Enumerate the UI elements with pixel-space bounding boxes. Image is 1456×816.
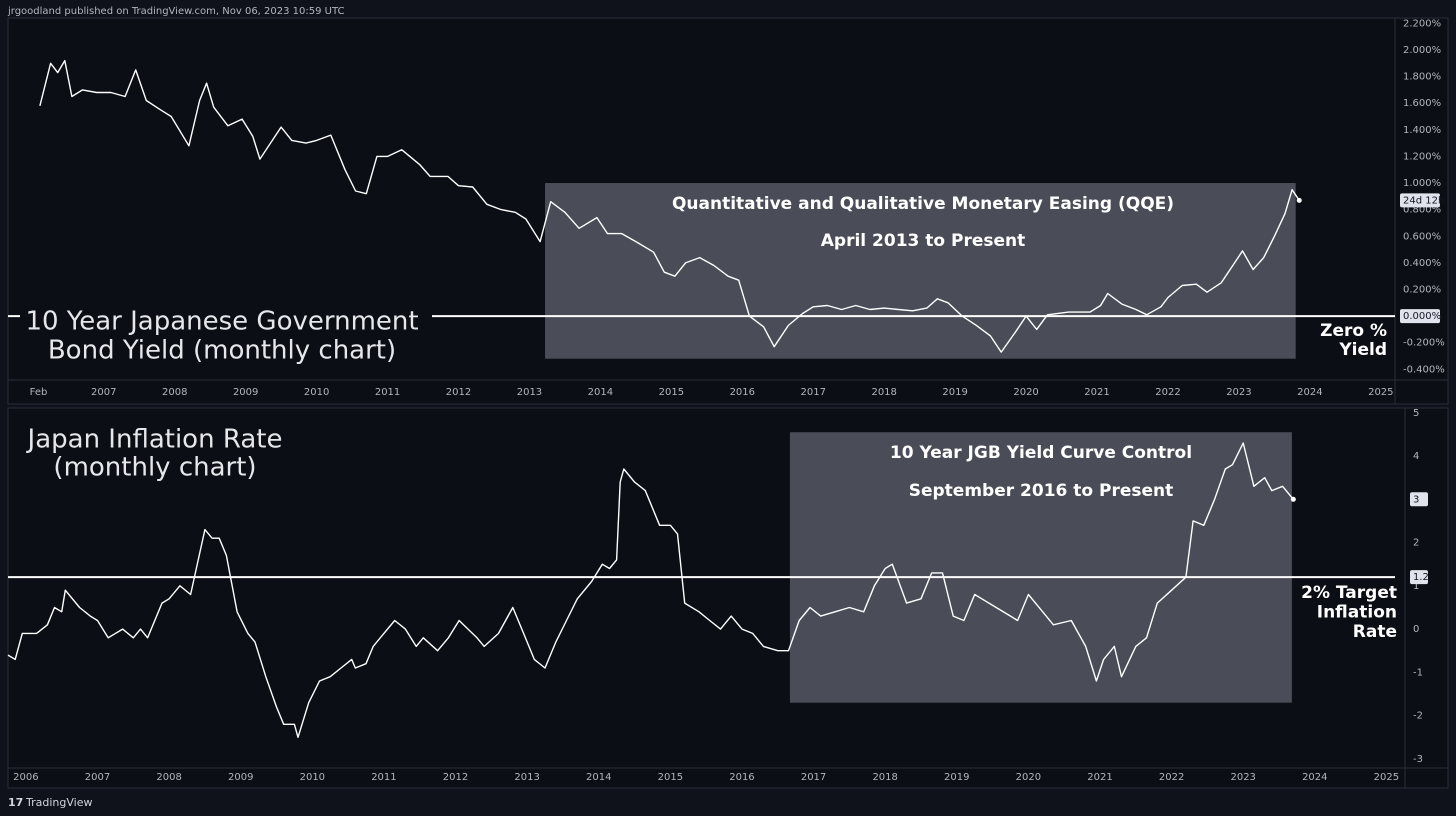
y-tick-label: 2.000%: [1403, 45, 1441, 56]
pane-label: Bond Yield (monthly chart): [48, 336, 396, 366]
price-label-box: [1410, 492, 1428, 507]
y-tick-label: 1.400%: [1403, 125, 1441, 136]
x-tick-label: 2012: [443, 772, 468, 783]
x-tick-label: 2014: [588, 387, 613, 398]
top-chart: Feb 2007 2008 2009 2010 2011 2012 2013 2014 2015 2…: [8, 18, 1445, 398]
data-line: [7, 442, 1294, 738]
price-label: 0.000%: [1403, 311, 1441, 322]
x-tick-label: 2019: [942, 387, 967, 398]
x-tick-label: 2015: [658, 772, 683, 783]
x-tick-label: 2010: [304, 387, 329, 398]
x-tick-label: 2011: [375, 387, 400, 398]
y-tick-label: 1.000%: [1403, 178, 1441, 189]
last-point: [1296, 197, 1302, 203]
x-tick-label: 2016: [729, 772, 754, 783]
note: Rate: [1353, 622, 1397, 642]
price-label-box: [1400, 193, 1440, 208]
y-tick-label: 2.200%: [1403, 18, 1441, 29]
x-tick-label: 2025: [1374, 772, 1399, 783]
x-tick-label: 2023: [1230, 772, 1255, 783]
y-tick-label: -0.400%: [1403, 364, 1445, 375]
x-tick-label: 2018: [871, 387, 896, 398]
y-tick-label: 1.600%: [1403, 98, 1441, 109]
x-tick-label: 2010: [300, 772, 325, 783]
annotation: 10 Year JGB Yield Curve Control: [890, 443, 1192, 463]
note: Yield: [1338, 340, 1387, 360]
pane-label: (monthly chart): [53, 453, 256, 483]
x-tick-label: 2012: [446, 387, 471, 398]
note: 2% Target: [1301, 583, 1397, 603]
y-tick-label: 0: [1413, 624, 1419, 635]
x-tick-label: 2019: [944, 772, 969, 783]
y-tick-label: 0.400%: [1403, 258, 1441, 269]
y-tick-label: -2: [1413, 711, 1423, 722]
highlight-box: [789, 432, 1292, 703]
y-tick-label: 1: [1413, 581, 1419, 592]
price-label-box: [1410, 570, 1428, 585]
annotation: September 2016 to Present: [909, 481, 1174, 501]
annotation: April 2013 to Present: [821, 231, 1026, 251]
price-label: 1.2: [1413, 572, 1429, 583]
y-tick-label: -0.200%: [1403, 338, 1445, 349]
note: Zero %: [1320, 321, 1387, 341]
x-tick-label: 2020: [1013, 387, 1038, 398]
x-tick-label: 2015: [659, 387, 684, 398]
y-tick-label: 1.200%: [1403, 151, 1441, 162]
label-backdrop: [20, 305, 432, 337]
x-tick-label: 2006: [13, 772, 38, 783]
x-tick-label: 2024: [1302, 772, 1327, 783]
x-tick-label: 2008: [162, 387, 187, 398]
x-tick-label: 2013: [514, 772, 539, 783]
pane-label: Japan Inflation Rate: [26, 425, 283, 455]
footer: 17 TradingView: [8, 796, 92, 809]
last-point: [1290, 496, 1296, 502]
price-label: 3: [1413, 494, 1419, 505]
x-tick-label: 2009: [233, 387, 258, 398]
price-label-box: [1400, 309, 1440, 324]
footer-brand: TradingView: [25, 796, 92, 809]
price-label: 24d 12h: [1403, 195, 1444, 206]
x-tick-label: 2007: [91, 387, 116, 398]
x-tick-label: 2022: [1159, 772, 1184, 783]
data-line: [39, 59, 1300, 353]
x-tick-label: 2021: [1084, 387, 1109, 398]
x-tick-label: 2013: [517, 387, 542, 398]
annotation: Quantitative and Qualitative Monetary Ea…: [672, 194, 1174, 214]
pane-label: 10 Year Japanese Government: [25, 307, 418, 337]
x-tick-label: 2011: [371, 772, 396, 783]
header: jrgoodland published on TradingView.com,…: [7, 6, 345, 17]
logo: 17: [8, 796, 23, 809]
y-tick-label: 2: [1413, 538, 1419, 549]
y-tick-label: 0.800%: [1403, 205, 1441, 216]
highlight-box: [545, 183, 1296, 359]
x-tick-label: 2022: [1155, 387, 1180, 398]
x-tick-label: 2017: [801, 387, 826, 398]
y-tick-label: -1: [1413, 667, 1423, 678]
x-tick-label: 2018: [872, 772, 897, 783]
x-tick-label: 2023: [1226, 387, 1251, 398]
y-tick-label: 1.800%: [1403, 72, 1441, 83]
x-tick-label: 2025: [1368, 387, 1393, 398]
x-tick-label: 2021: [1087, 772, 1112, 783]
x-tick-label: 2020: [1016, 772, 1041, 783]
x-tick-label: 2009: [228, 772, 253, 783]
x-tick-label: 2008: [156, 772, 181, 783]
y-tick-label: 0.200%: [1403, 285, 1441, 296]
x-tick-label: 2024: [1297, 387, 1322, 398]
y-tick-label: 4: [1413, 451, 1419, 462]
bottom-chart: 2006 2007 2008 2009 2010 2011 2012 2013 2014 2015…: [7, 408, 1429, 783]
y-tick-label: -3: [1413, 754, 1423, 765]
y-tick-label: 5: [1413, 408, 1419, 419]
y-tick-label: 0.600%: [1403, 231, 1441, 242]
x-tick-label: 2017: [801, 772, 826, 783]
x-tick-label: Feb: [30, 387, 48, 398]
x-tick-label: 2007: [85, 772, 110, 783]
x-tick-label: 2014: [586, 772, 611, 783]
note: Inflation: [1317, 603, 1397, 623]
x-tick-label: 2016: [730, 387, 755, 398]
